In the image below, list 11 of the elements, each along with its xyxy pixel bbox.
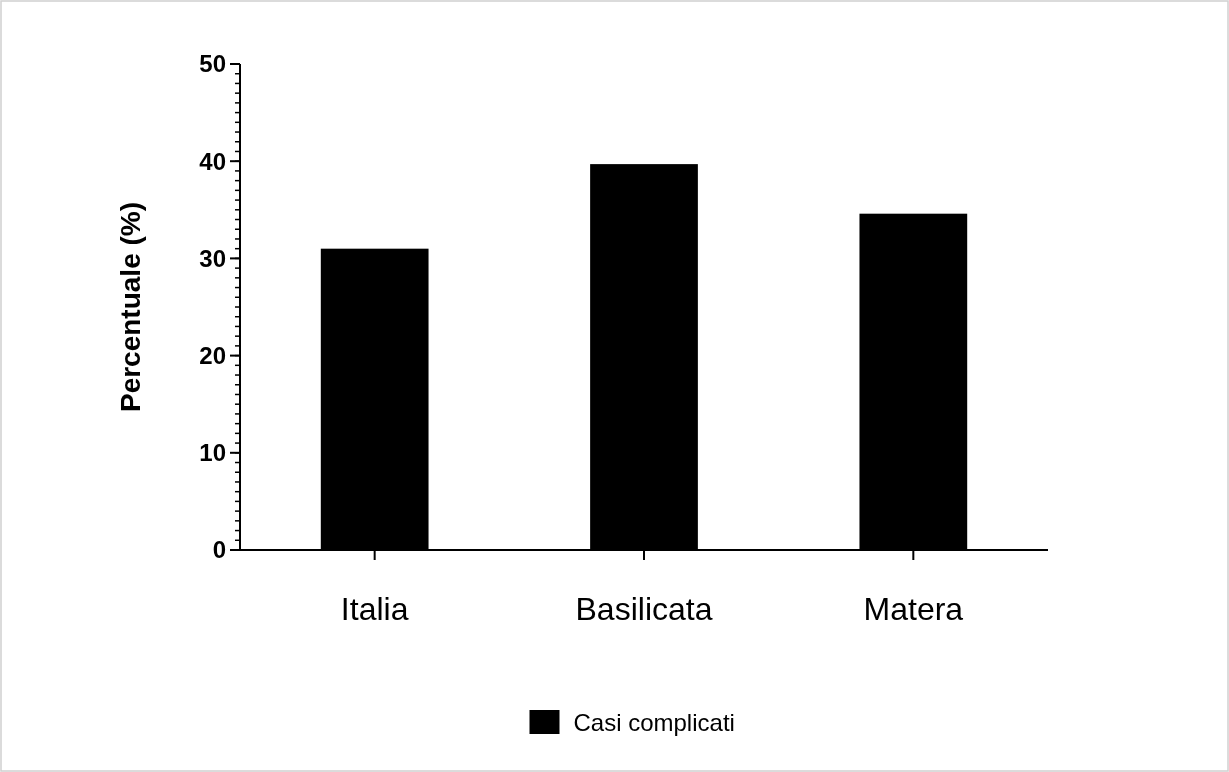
y-tick-label: 0 [212,536,226,564]
y-tick-label: 50 [199,50,226,78]
y-tick-label: 10 [199,439,226,467]
x-tick-label: Matera [863,591,964,627]
x-tick-label: Italia [340,591,409,627]
y-tick-label: 20 [199,342,226,369]
y-axis-title: Percentuale (%) [115,201,146,413]
y-tick-label: 40 [199,147,226,175]
y-tick-label: 30 [199,244,226,272]
legend-label: Casi complicati [573,709,735,736]
x-tick-label: Basilicata [575,591,713,627]
